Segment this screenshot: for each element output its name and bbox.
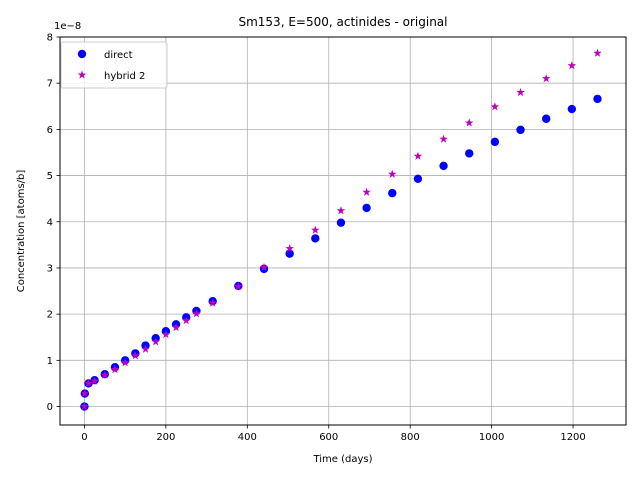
data-point (387, 169, 397, 178)
data-point (336, 218, 346, 227)
x-tick-label: 1000 (479, 432, 504, 443)
x-tick-label: 200 (156, 432, 175, 443)
data-point (439, 161, 448, 171)
chart-title: Sm153, E=500, actinides - original (238, 15, 447, 29)
y-axis-label: Concentration [atoms/b] (16, 170, 27, 293)
data-point (234, 281, 243, 291)
series-hybrid-2 (80, 48, 602, 411)
data-point (311, 234, 320, 243)
data-point (516, 125, 525, 135)
x-axis-ticks: 0 200 400 600 800 1000 1200 (81, 425, 586, 443)
data-point (171, 323, 181, 332)
y-tick-label: 2 (47, 310, 53, 321)
data-point (567, 61, 577, 70)
data-point (151, 337, 160, 346)
legend-box (60, 41, 168, 89)
data-point (80, 389, 90, 398)
data-point (439, 134, 448, 143)
data-point (192, 309, 201, 318)
data-point (131, 351, 140, 360)
data-point (336, 206, 346, 215)
data-point (541, 74, 551, 83)
data-point (413, 174, 423, 184)
y-tick-label: 6 (47, 125, 53, 136)
data-point (593, 94, 602, 104)
data-point (413, 151, 423, 160)
data-point (311, 225, 320, 234)
data-point (90, 376, 99, 385)
data-point (181, 316, 191, 325)
grid (60, 36, 626, 425)
data-point (593, 48, 602, 57)
data-point (120, 358, 130, 367)
x-axis-label: Time (days) (312, 454, 372, 465)
y-tick-label: 8 (47, 33, 53, 44)
data-point (208, 298, 217, 307)
legend-marker-shape (77, 70, 87, 79)
data-points (80, 48, 602, 411)
legend-marker-direct (77, 49, 87, 59)
plot-frame (59, 36, 627, 426)
data-point (490, 102, 500, 111)
y-tick-label: 4 (47, 217, 53, 228)
legend-marker-shape (77, 49, 87, 59)
x-tick-label: 400 (238, 432, 257, 443)
y-tick-label: 5 (47, 171, 53, 182)
legend-label-direct: direct (104, 50, 133, 61)
data-point (388, 188, 397, 198)
y-tick-label: 7 (47, 79, 53, 90)
data-point (110, 365, 120, 374)
data-point (161, 329, 171, 339)
x-tick-label: 800 (401, 432, 420, 443)
data-point (285, 244, 294, 253)
data-point (465, 149, 474, 158)
x-tick-label: 0 (81, 432, 87, 443)
legend: direct hybrid 2 (60, 41, 168, 89)
y-tick-label: 1 (47, 356, 53, 367)
series-direct (80, 94, 602, 411)
data-point (100, 370, 110, 379)
data-point (259, 262, 269, 272)
x-tick-label: 1200 (560, 432, 585, 443)
y-axis-ticks: 0 1 2 3 4 5 6 7 8 (47, 33, 60, 413)
y-axis-offset-text: 1e−8 (54, 21, 81, 32)
data-point (516, 87, 525, 97)
y-tick-label: 0 (47, 402, 53, 413)
data-point (84, 378, 93, 388)
data-point (141, 344, 150, 353)
y-tick-label: 3 (47, 263, 53, 274)
legend-label-hybrid-2: hybrid 2 (104, 71, 145, 82)
data-point (490, 137, 500, 147)
data-point (464, 118, 474, 127)
data-point (80, 402, 89, 411)
data-point (541, 114, 551, 123)
data-point (285, 249, 294, 258)
data-point (362, 187, 371, 196)
x-tick-label: 600 (319, 432, 338, 443)
legend-marker-hybrid-2 (77, 70, 87, 79)
data-point (567, 104, 577, 114)
data-point (362, 203, 371, 213)
